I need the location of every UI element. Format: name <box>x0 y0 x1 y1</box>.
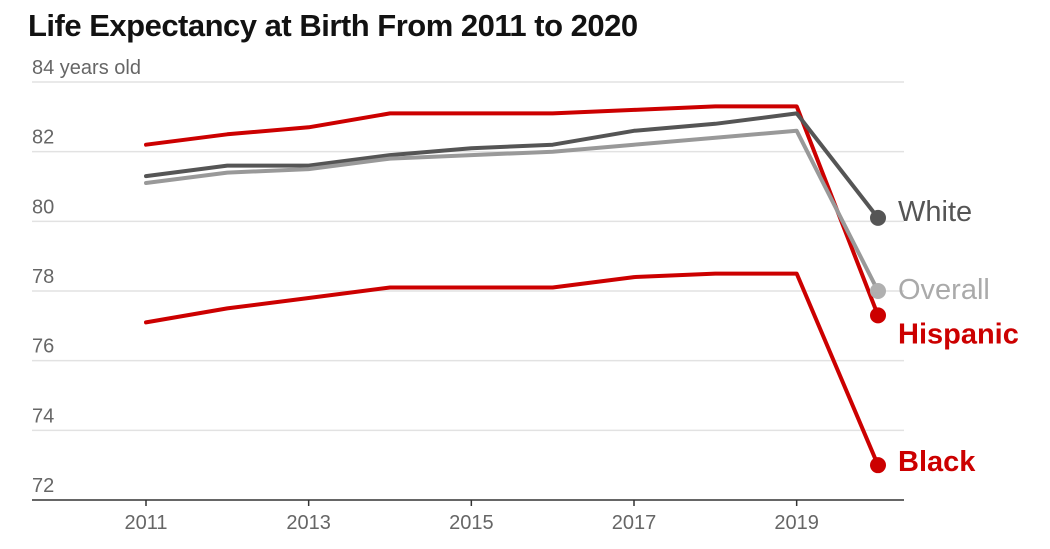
end-point-white <box>870 209 886 226</box>
series-label-black: Black <box>898 446 976 478</box>
x-tick-label: 2013 <box>286 512 331 534</box>
series-line-black <box>144 271 880 468</box>
x-tick-label: 2015 <box>449 512 494 534</box>
x-tick-label: 2019 <box>774 512 819 534</box>
y-tick-label: 82 <box>32 127 54 149</box>
series-line-hispanic <box>144 104 880 318</box>
x-axis: 2011 2013 2015 2017 2019 <box>124 500 819 534</box>
y-tick-label: 74 <box>32 405 54 427</box>
x-tick-label: 2017 <box>612 512 657 534</box>
series-label-white: White <box>898 196 972 228</box>
series-label-hispanic: Hispanic <box>898 318 1019 350</box>
series-line-overall <box>144 128 880 293</box>
series-lines <box>144 104 886 474</box>
y-tick-label: 80 <box>32 196 54 218</box>
chart-title: Life Expectancy at Birth From 2011 to 20… <box>28 8 638 43</box>
y-tick-label: 72 <box>32 475 54 497</box>
end-point-black <box>870 457 886 474</box>
y-tick-label: 84 years old <box>32 57 141 79</box>
y-tick-label: 78 <box>32 266 54 288</box>
gridlines: 84 years old 82 80 78 76 74 72 <box>32 57 904 501</box>
end-point-hispanic <box>870 307 886 324</box>
series-label-overall: Overall <box>898 274 990 306</box>
x-tick-label: 2011 <box>124 512 167 534</box>
end-point-overall <box>870 283 886 299</box>
series-line-white <box>144 111 880 220</box>
y-tick-label: 76 <box>32 336 54 358</box>
series-labels: Hispanic White Overall Black <box>898 196 1019 478</box>
